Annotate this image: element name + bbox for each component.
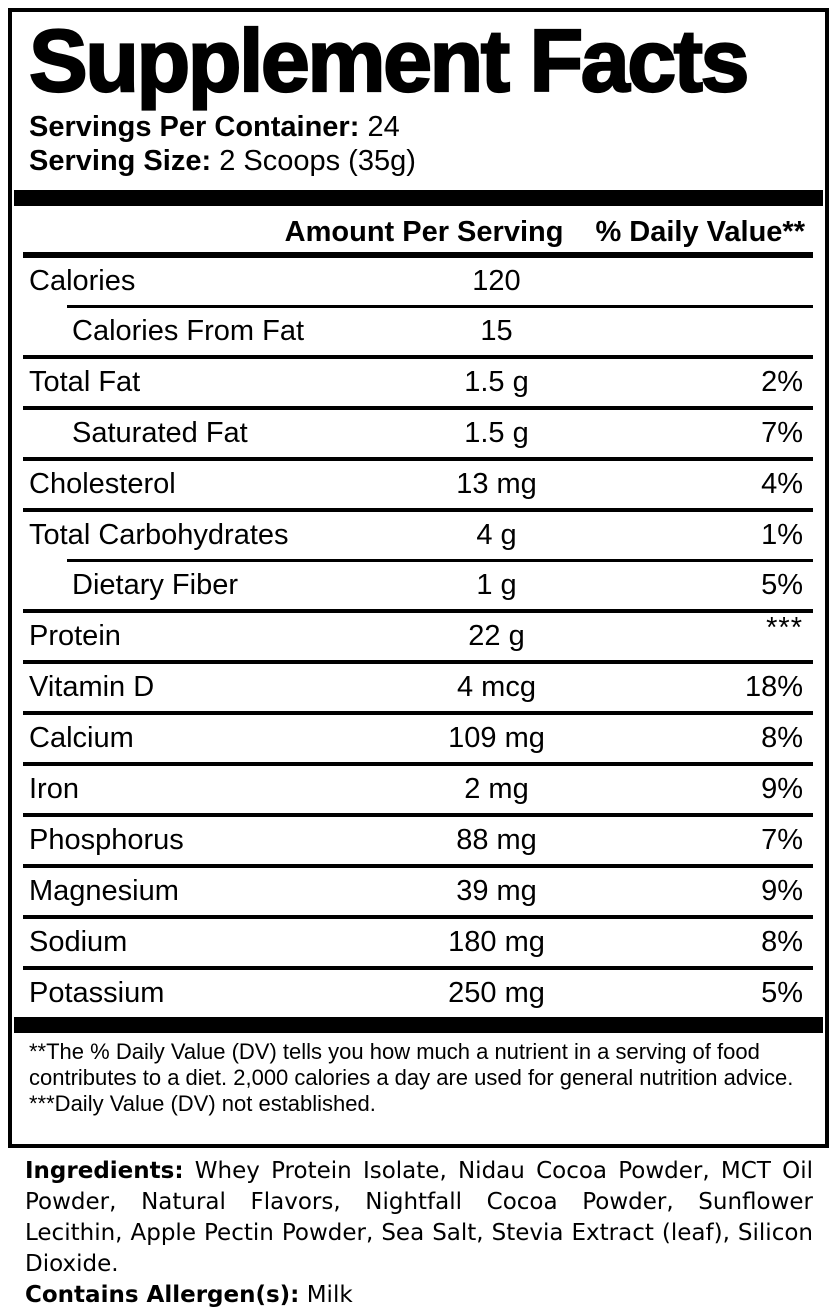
nutrient-name: Total Fat	[29, 366, 141, 398]
nutrient-dv: 8%	[761, 722, 803, 754]
ingredients-text: Whey Protein Isolate, Nidau Cocoa Powder…	[25, 1158, 813, 1277]
row-cholesterol: Cholesterol 13 mg 4%	[12, 461, 825, 508]
separator	[23, 252, 813, 258]
nutrient-amount: 1 g	[476, 569, 517, 601]
nutrient-dv: 9%	[761, 875, 803, 907]
nutrient-name: Protein	[29, 620, 121, 652]
serving-size: Serving Size: 2 Scoops (35g)	[29, 144, 825, 178]
nutrient-amount: 1.5 g	[464, 417, 529, 449]
nutrient-name: Calories From Fat	[72, 315, 305, 347]
nutrient-amount: 13 mg	[456, 468, 537, 500]
row-magnesium: Magnesium 39 mg 9%	[12, 868, 825, 915]
servings-per-container: Servings Per Container: 24	[29, 110, 825, 144]
divider-bar-top	[14, 190, 823, 206]
nutrient-amount: 15	[480, 315, 513, 347]
row-protein: Protein 22 g ***	[12, 613, 825, 660]
separator	[23, 966, 813, 970]
separator	[23, 457, 813, 461]
allergen-value: Milk	[306, 1282, 353, 1308]
nutrient-amount: 39 mg	[456, 875, 537, 907]
separator	[23, 406, 813, 410]
serving-info: Servings Per Container: 24 Serving Size:…	[12, 110, 825, 178]
supplement-facts-panel: Supplement Facts Servings Per Container:…	[8, 8, 829, 1148]
row-dietary-fiber: Dietary Fiber 1 g 5%	[12, 562, 825, 609]
row-calcium: Calcium 109 mg 8%	[12, 715, 825, 762]
ingredients-section: Ingredients: Whey Protein Isolate, Nidau…	[8, 1156, 813, 1311]
row-iron: Iron 2 mg 9%	[12, 766, 825, 813]
nutrient-name: Potassium	[29, 977, 165, 1009]
row-potassium: Potassium 250 mg 5%	[12, 970, 825, 1017]
nutrient-name: Dietary Fiber	[72, 569, 238, 601]
nutrient-amount: 1.5 g	[464, 366, 529, 398]
serving-size-value: 2 Scoops (35g)	[219, 145, 416, 177]
ingredients-label: Ingredients:	[25, 1158, 184, 1184]
separator	[23, 660, 813, 664]
nutrient-name: Vitamin D	[29, 671, 155, 703]
nutrient-dv: 8%	[761, 926, 803, 958]
nutrient-dv: 7%	[761, 417, 803, 449]
separator	[23, 915, 813, 919]
row-total-fat: Total Fat 1.5 g 2%	[12, 359, 825, 406]
nutrient-name: Total Carbohydrates	[29, 519, 289, 551]
amount-per-serving-header: Amount Per Serving	[284, 216, 564, 248]
separator	[23, 711, 813, 715]
nutrient-amount: 22 g	[468, 620, 525, 652]
nutrient-dv: 5%	[761, 569, 803, 601]
row-calories-from-fat: Calories From Fat 15	[12, 308, 825, 355]
panel-title: Supplement Facts	[28, 11, 751, 110]
nutrient-dv: 18%	[744, 671, 803, 703]
servings-per-container-label: Servings Per Container:	[29, 111, 360, 143]
nutrient-dv: 9%	[761, 773, 803, 805]
separator	[67, 559, 813, 562]
servings-per-container-value: 24	[367, 111, 400, 143]
nutrient-name: Sodium	[29, 926, 128, 958]
divider-bar-bottom	[14, 1017, 823, 1033]
not-established-footnote: ***Daily Value (DV) not established.	[29, 1091, 376, 1116]
nutrient-dv: 2%	[761, 366, 803, 398]
separator	[23, 609, 813, 613]
nutrient-name: Magnesium	[29, 875, 179, 907]
nutrient-name: Saturated Fat	[72, 417, 248, 449]
serving-size-label: Serving Size:	[29, 145, 212, 177]
nutrient-amount: 120	[472, 265, 521, 297]
daily-value-header: % Daily Value**	[595, 216, 805, 248]
nutrient-name: Iron	[29, 773, 79, 805]
daily-value-footnote: **The % Daily Value (DV) tells you how m…	[29, 1039, 794, 1090]
allergen-paragraph: Contains Allergen(s): Milk	[25, 1280, 813, 1311]
separator	[23, 508, 813, 512]
nutrient-amount: 2 mg	[464, 773, 529, 805]
nutrient-name: Phosphorus	[29, 824, 184, 856]
separator	[67, 305, 813, 308]
nutrient-dv: ***	[766, 612, 803, 644]
nutrient-name: Cholesterol	[29, 468, 176, 500]
allergen-label: Contains Allergen(s):	[25, 1282, 300, 1308]
nutrient-amount: 88 mg	[456, 824, 537, 856]
row-saturated-fat: Saturated Fat 1.5 g 7%	[12, 410, 825, 457]
row-total-carbohydrates: Total Carbohydrates 4 g 1%	[12, 512, 825, 559]
nutrient-dv: 4%	[761, 468, 803, 500]
row-vitamin-d: Vitamin D 4 mcg 18%	[12, 664, 825, 711]
ingredients-paragraph: Ingredients: Whey Protein Isolate, Nidau…	[25, 1156, 813, 1280]
footnotes: **The % Daily Value (DV) tells you how m…	[12, 1033, 825, 1117]
nutrient-name: Calcium	[29, 722, 134, 754]
row-phosphorus: Phosphorus 88 mg 7%	[12, 817, 825, 864]
separator	[23, 864, 813, 868]
nutrient-dv: 1%	[761, 519, 803, 551]
row-calories: Calories 120	[12, 258, 825, 305]
nutrient-dv: 7%	[761, 824, 803, 856]
separator	[23, 762, 813, 766]
separator	[23, 355, 813, 359]
nutrient-amount: 4 mcg	[457, 671, 536, 703]
nutrient-dv: 5%	[761, 977, 803, 1009]
nutrient-name: Calories	[29, 265, 136, 297]
nutrient-amount: 250 mg	[448, 977, 545, 1009]
row-sodium: Sodium 180 mg 8%	[12, 919, 825, 966]
table-column-header: Amount Per Serving % Daily Value**	[12, 206, 825, 252]
nutrient-amount: 109 mg	[448, 722, 545, 754]
nutrient-amount: 4 g	[476, 519, 517, 551]
nutrient-amount: 180 mg	[448, 926, 545, 958]
separator	[23, 813, 813, 817]
